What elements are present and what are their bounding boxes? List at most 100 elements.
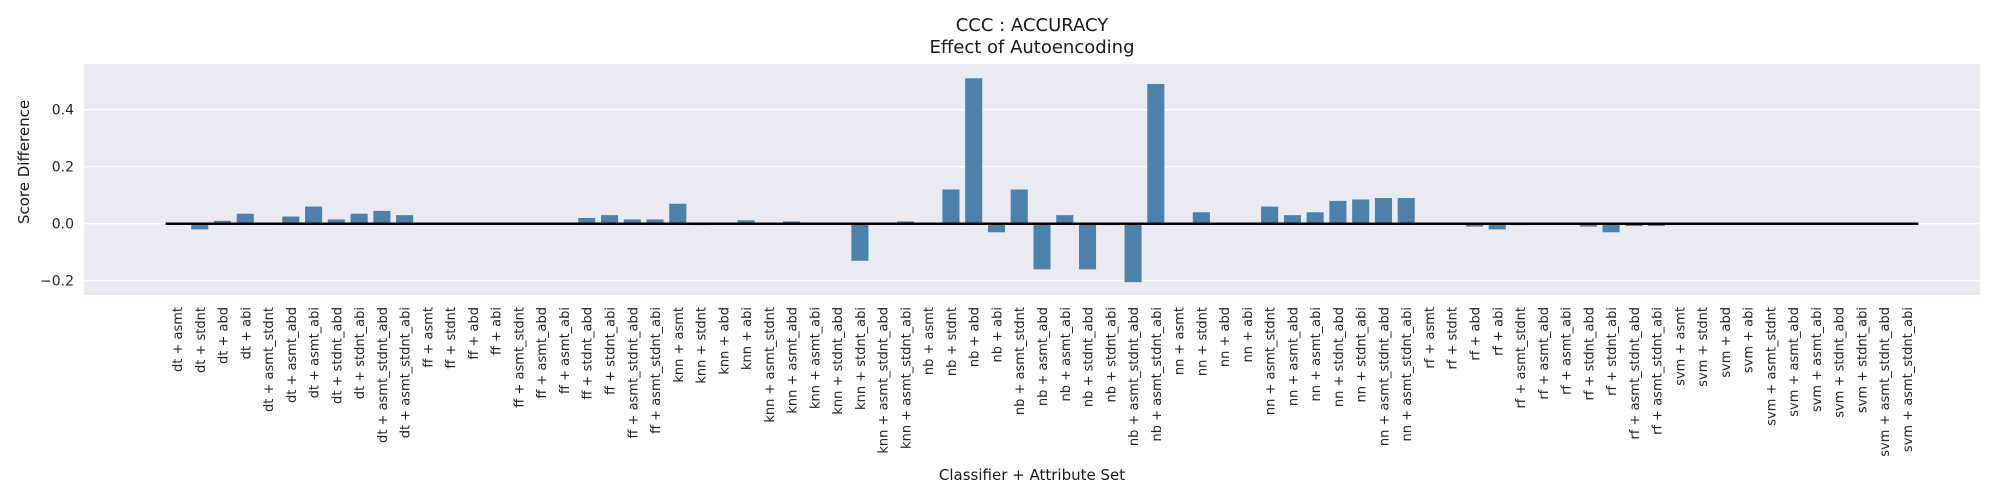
bar — [737, 220, 755, 224]
x-tick-label: svm + abd — [1719, 307, 1734, 378]
bar — [1078, 223, 1097, 270]
chart-subtitle: Effect of Autoencoding — [929, 37, 1135, 58]
x-tick-label: knn + stdnt_abi — [854, 307, 869, 410]
chart-title: CCC : ACCURACY — [955, 15, 1109, 36]
x-tick-label: dt + abi — [239, 307, 254, 359]
x-tick-label: rf + asmt — [1423, 307, 1438, 369]
x-tick-label: nn + stdnt_abi — [1355, 307, 1370, 402]
bar — [578, 218, 596, 224]
x-tick-label: dt + asmt_abd — [285, 307, 300, 403]
y-tick-label: 0.0 — [52, 217, 74, 233]
bars — [191, 78, 1666, 283]
bar — [965, 78, 983, 224]
x-tick-label: dt + abd — [217, 307, 232, 364]
x-tick-label: svm + stdnt_abd — [1833, 307, 1848, 418]
x-tick-label: dt + stdnt_abi — [353, 307, 368, 399]
x-tick-label: rf + asmt_stdnt — [1514, 307, 1529, 409]
x-tick-label: knn + asmt_stdnt_abi — [899, 307, 914, 449]
x-tick-label: nn + stdnt — [1195, 307, 1210, 376]
x-tick-label: ff + stdnt — [444, 307, 459, 369]
bar — [191, 223, 209, 230]
x-tick-label: rf + abd — [1469, 307, 1484, 361]
y-axis-label: Score Difference — [15, 99, 33, 225]
x-tick-label: nb + stdnt_abi — [1104, 307, 1119, 402]
x-tick-label: nb + asmt_stdnt — [1013, 307, 1028, 415]
bar — [327, 219, 345, 224]
x-tick-label: rf + stdnt — [1446, 307, 1461, 370]
x-tick-label: ff + stdnt_abd — [581, 307, 596, 400]
bar — [1602, 223, 1620, 233]
x-tick-label: nn + stdnt_abd — [1332, 307, 1347, 407]
x-tick-label: nb + asmt_abi — [1059, 307, 1074, 401]
bar — [213, 220, 232, 224]
bar — [1306, 212, 1324, 224]
x-tick-label: rf + abi — [1491, 307, 1506, 356]
x-tick-label: ff + asmt_abd — [535, 307, 550, 399]
bar — [1033, 223, 1051, 270]
x-tick-label: nn + asmt_stdnt — [1264, 307, 1279, 415]
bar — [1283, 215, 1301, 224]
x-tick-label: nb + stdnt — [945, 307, 960, 376]
bar — [1124, 223, 1142, 283]
x-axis-label: Classifier + Attribute Set — [938, 466, 1126, 484]
bar — [1465, 223, 1484, 227]
plot-background — [84, 64, 1980, 295]
x-tick-label: svm + stdnt — [1696, 307, 1711, 387]
bar — [373, 210, 391, 224]
x-tick-label: ff + asmt_stdnt_abd — [626, 307, 641, 439]
x-tick-label: svm + asmt — [1673, 307, 1688, 386]
x-tick-label: rf + asmt_stdnt_abi — [1651, 307, 1666, 435]
x-tick-label: rf + asmt_stdnt_abd — [1628, 307, 1643, 440]
x-tick-label: nn + asmt_stdnt_abi — [1400, 307, 1415, 441]
x-tick-label: knn + asmt — [672, 307, 687, 383]
x-tick-label: nn + asmt — [1173, 307, 1188, 375]
x-tick-label: knn + abd — [717, 307, 732, 375]
x-tick-label: ff + asmt — [421, 307, 436, 368]
bar — [1329, 200, 1347, 224]
x-tick-label: nn + asmt_abd — [1286, 307, 1301, 406]
x-tick-label: rf + asmt_abi — [1560, 307, 1575, 395]
bar — [1374, 198, 1392, 224]
x-tick-label: nb + asmt_abd — [1036, 307, 1051, 406]
x-tick-label: dt + asmt_stdnt_abi — [399, 307, 414, 438]
bar — [942, 189, 960, 224]
bar — [1147, 83, 1165, 224]
x-tick-label: ff + abd — [467, 307, 482, 360]
bar — [282, 216, 300, 224]
x-tick-label: dt + stdnt_abd — [330, 307, 345, 404]
bar — [1056, 215, 1074, 224]
bar — [1397, 198, 1415, 224]
x-tick-label: ff + asmt_stdnt — [512, 307, 527, 408]
x-tick-label: dt + asmt_stdnt — [262, 307, 277, 412]
x-tick-label: nn + asmt_abi — [1309, 307, 1324, 401]
bar — [350, 213, 368, 224]
bar — [600, 215, 619, 224]
bar — [236, 213, 254, 224]
x-tick-label: ff + stdnt_abi — [604, 307, 619, 395]
bar — [987, 223, 1006, 233]
bar — [1579, 223, 1597, 227]
x-tick-label: knn + asmt_stdnt_abd — [877, 307, 892, 454]
x-tick-label: ff + asmt_abi — [558, 307, 573, 394]
x-tick-label: nb + abi — [990, 307, 1005, 362]
x-tick-label: knn + asmt_stdnt — [763, 307, 778, 423]
bar — [669, 203, 687, 224]
bar — [1192, 212, 1210, 224]
x-tick-label: rf + stdnt_abi — [1605, 307, 1620, 396]
x-tick-label: knn + asmt_abd — [786, 307, 801, 414]
bar — [1352, 199, 1370, 224]
x-tick-label: nn + abd — [1218, 307, 1233, 367]
bar — [305, 206, 323, 224]
x-tick-label: nb + abd — [968, 307, 983, 367]
x-tick-label: dt + asmt_stdnt_abd — [376, 307, 391, 443]
bar — [851, 223, 869, 261]
bar — [396, 215, 414, 224]
x-tick-label: svm + asmt_abi — [1810, 307, 1825, 412]
x-tick-label: nb + asmt — [922, 307, 937, 375]
x-tick-label: nn + abi — [1241, 307, 1256, 362]
x-tick-label: nb + asmt_stdnt_abi — [1150, 307, 1165, 441]
x-tick-label: svm + stdnt_abi — [1855, 307, 1870, 413]
x-tick-label: ff + abi — [490, 307, 505, 355]
x-tick-label: svm + asmt_stdnt_abi — [1901, 307, 1916, 452]
